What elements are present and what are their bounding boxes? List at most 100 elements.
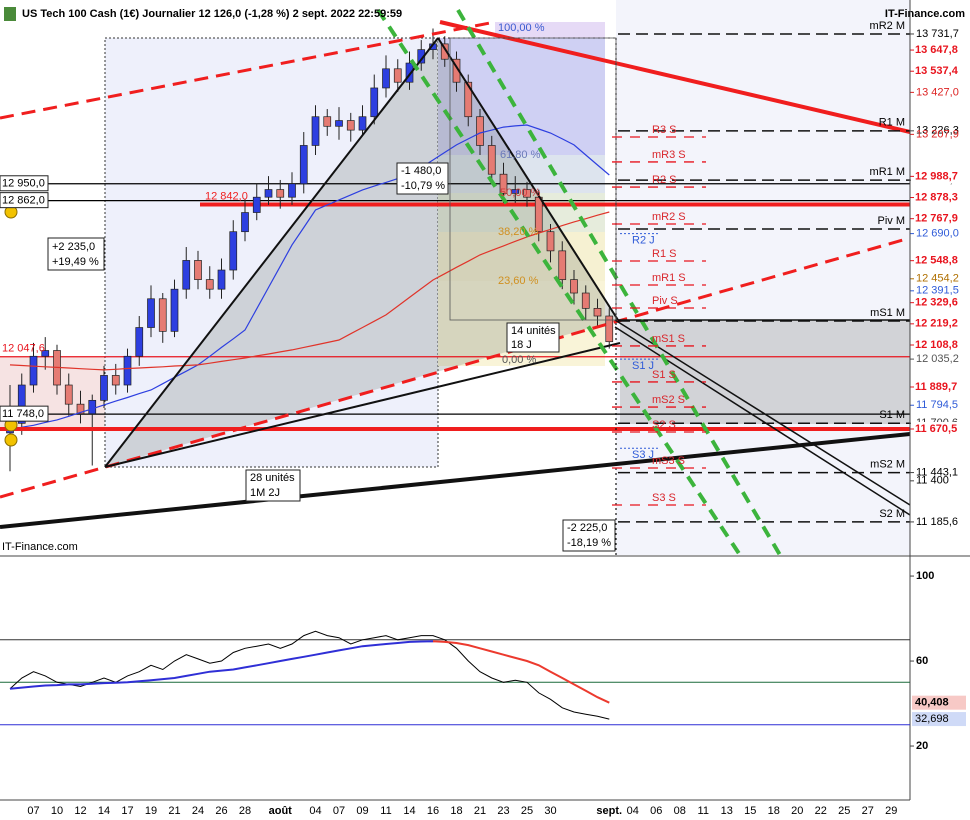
annotation: 28 unités [250, 472, 295, 484]
label-box [0, 175, 49, 192]
annotation-box [47, 237, 105, 271]
candle-body [29, 355, 38, 386]
candle-body [558, 250, 567, 280]
candle-body [358, 116, 367, 131]
pivot-month-label: mR1 M [870, 166, 905, 178]
level-label-bg [911, 253, 970, 268]
fib-zone [438, 193, 605, 232]
x-tick-label: 21 [168, 805, 180, 817]
annotation-box [245, 469, 301, 502]
x-tick-label: 16 [427, 805, 439, 817]
annotation: -1 480,0 [401, 165, 441, 177]
pivot-week-label: Piv S [652, 295, 678, 307]
annotation-box [562, 519, 616, 552]
annotation: +19,49 % [52, 256, 99, 268]
level-label: 12 219,2 [915, 318, 958, 330]
annotation: -18,19 % [567, 537, 611, 549]
x-tick-label: 13 [721, 805, 733, 817]
candle-body [346, 120, 355, 131]
annotation: 14 unités [511, 325, 556, 337]
price-line-label: 12 047,6 [2, 343, 45, 355]
y-tick-label: 100 [916, 570, 934, 582]
candle-body [382, 68, 390, 89]
candle-body [147, 298, 155, 328]
pivot-week-label: R1 S [652, 248, 676, 260]
channel-line [376, 8, 742, 557]
fib-label: 38,20 % [498, 226, 539, 238]
candle-body [570, 279, 578, 294]
x-tick-label: 12 [74, 805, 86, 817]
price-line-label: 12 950,0 [2, 178, 45, 190]
candle-body [546, 231, 555, 252]
pivot-day-label: S1 J [632, 360, 654, 372]
trend-line [614, 319, 911, 506]
candle-body [252, 196, 261, 213]
candle-body [76, 403, 85, 415]
level-label: 12 767,9 [915, 213, 958, 225]
drawings [0, 8, 911, 557]
candle-body [288, 183, 296, 198]
trend-line [439, 20, 911, 134]
pivot-week-label: mR2 S [652, 211, 686, 223]
y-tick-label: 11 185,6 [916, 516, 958, 528]
x-tick-label: 18 [768, 805, 780, 817]
trend-line [0, 236, 911, 499]
x-tick-label: 20 [791, 805, 803, 817]
x-tick-label: 07 [333, 805, 345, 817]
pivot-month-label: S2 M [879, 508, 905, 520]
x-tick-label: 25 [521, 805, 533, 817]
candle-body [299, 145, 308, 185]
selection-box [449, 37, 617, 321]
last-value-box [912, 695, 966, 710]
x-tick-label: 22 [815, 805, 827, 817]
x-tick-label: 29 [885, 805, 897, 817]
x-tick-label: 14 [98, 805, 110, 817]
trend-line [0, 432, 911, 529]
annotation-box [506, 322, 560, 353]
candle-body [205, 279, 214, 290]
x-tick-label: 10 [51, 805, 63, 817]
minor-label: 12 690,0 [916, 228, 959, 240]
candle-body [393, 68, 402, 83]
pivot-week-label: S1 S [652, 369, 676, 381]
level-label: 13 537,4 [915, 65, 959, 77]
x-tick-label: 27 [862, 805, 874, 817]
alert-icon[interactable] [4, 433, 18, 447]
candle-body [323, 116, 332, 127]
price-line-label: 12 862,0 [2, 195, 45, 207]
signal-line [9, 640, 610, 704]
level-label: 12 108,8 [915, 339, 958, 351]
candle-body [276, 189, 285, 198]
pivot-month-label: Piv M [878, 215, 906, 227]
annotation: 18 J [511, 339, 532, 351]
brand: IT-Finance.com [885, 8, 965, 20]
x-tick-label: 11 [380, 805, 391, 817]
candle-body [158, 298, 167, 332]
candle-body [64, 384, 73, 405]
watermark: IT-Finance.com [2, 541, 78, 553]
annotation: -2 225,0 [567, 522, 607, 534]
level-label-bg [911, 169, 970, 184]
chart-title: US Tech 100 Cash (1€) Journalier 12 126,… [22, 8, 402, 20]
candle-body [111, 375, 120, 386]
annotation: 1M 2J [250, 487, 280, 499]
level-label: 11 670,5 [915, 423, 957, 435]
annotation: -10,79 % [401, 180, 445, 192]
minor-label: 12 454,2 [916, 273, 959, 285]
fib-label: 23,60 % [498, 275, 539, 287]
x-tick-label: 19 [145, 805, 157, 817]
fib-top [495, 22, 605, 38]
y-tick-label: 20 [916, 740, 928, 752]
x-tick-label: 14 [403, 805, 415, 817]
minor-label: 13 427,0 [916, 86, 959, 98]
y-tick-label: 13 731,7 [916, 28, 959, 40]
level-label-bg [911, 316, 970, 331]
pivot-month-label: mS1 M [870, 307, 905, 319]
pivot-week-label: mS2 S [652, 394, 685, 406]
rsi-line [9, 630, 610, 720]
candle-body [335, 120, 343, 127]
fib-label: 50,00 % [500, 187, 541, 199]
y-tick-label: 13 226,3 [916, 125, 959, 137]
level-label: 13 647,8 [915, 44, 958, 56]
level-label-bg [911, 64, 970, 79]
